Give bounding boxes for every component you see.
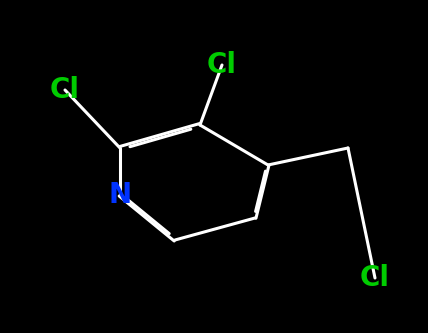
Text: Cl: Cl bbox=[50, 76, 80, 104]
Text: N: N bbox=[108, 181, 131, 209]
Text: Cl: Cl bbox=[207, 51, 237, 79]
Text: Cl: Cl bbox=[360, 264, 390, 292]
